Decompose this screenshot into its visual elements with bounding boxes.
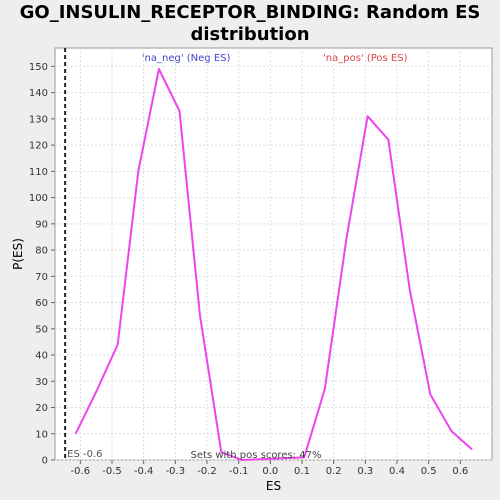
x-axis: -0.6 -0.5 -0.4 -0.3 -0.2 -0.1 0.0 0.1 0.2 0.3 0.4 0… [71,460,468,477]
neg-es-label: 'na_neg' (Neg ES) [142,53,231,64]
y-tick-label: 70 [35,272,48,283]
y-axis: 0 10 20 30 40 50 60 70 80 90 100 110 120 130 140 150 [29,62,55,467]
pos-share-label: Sets with pos scores: 47% [191,450,322,461]
y-tick-label: 30 [35,377,48,388]
y-tick-label: 60 [35,298,48,309]
x-tick-label: -0.1 [229,466,249,477]
x-tick-label: 0.1 [294,466,310,477]
y-tick-label: 80 [35,246,48,257]
observed-es-label: ES -0.6 [67,449,102,460]
x-tick-label: -0.6 [71,466,91,477]
y-tick-label: 40 [35,351,48,362]
plot-area [54,47,493,461]
y-tick-label: 150 [29,62,48,73]
series-layer [74,68,473,461]
x-tick-label: 0.5 [421,466,437,477]
x-tick-label: -0.2 [197,466,217,477]
x-tick-label: 0.4 [389,466,405,477]
y-tick-label: 130 [29,114,48,125]
y-tick-label: 90 [35,219,48,230]
distribution-line [74,68,473,461]
y-tick-label: 140 [29,88,48,99]
y-tick-label: 50 [35,324,48,335]
pos-es-label: 'na_pos' (Pos ES) [323,53,408,64]
x-tick-label: 0.3 [357,466,373,477]
chart-title: GO_INSULIN_RECEPTOR_BINDING: Random ES d… [19,2,481,45]
x-axis-label: ES [266,479,281,493]
y-tick-label: 100 [29,193,48,204]
y-tick-label: 120 [29,141,48,152]
x-tick-label: 0.0 [262,466,278,477]
grid-lines [55,48,492,461]
x-tick-label: -0.3 [166,466,186,477]
x-tick-label: -0.4 [134,466,154,477]
x-tick-label: 0.2 [326,466,342,477]
y-tick-label: 110 [29,167,48,178]
x-tick-label: -0.5 [102,466,122,477]
y-axis-label: P(ES) [11,238,25,270]
y-tick-label: 0 [42,456,48,467]
y-tick-label: 10 [35,429,48,440]
x-tick-label: 0.6 [452,466,468,477]
y-tick-label: 20 [35,403,48,414]
